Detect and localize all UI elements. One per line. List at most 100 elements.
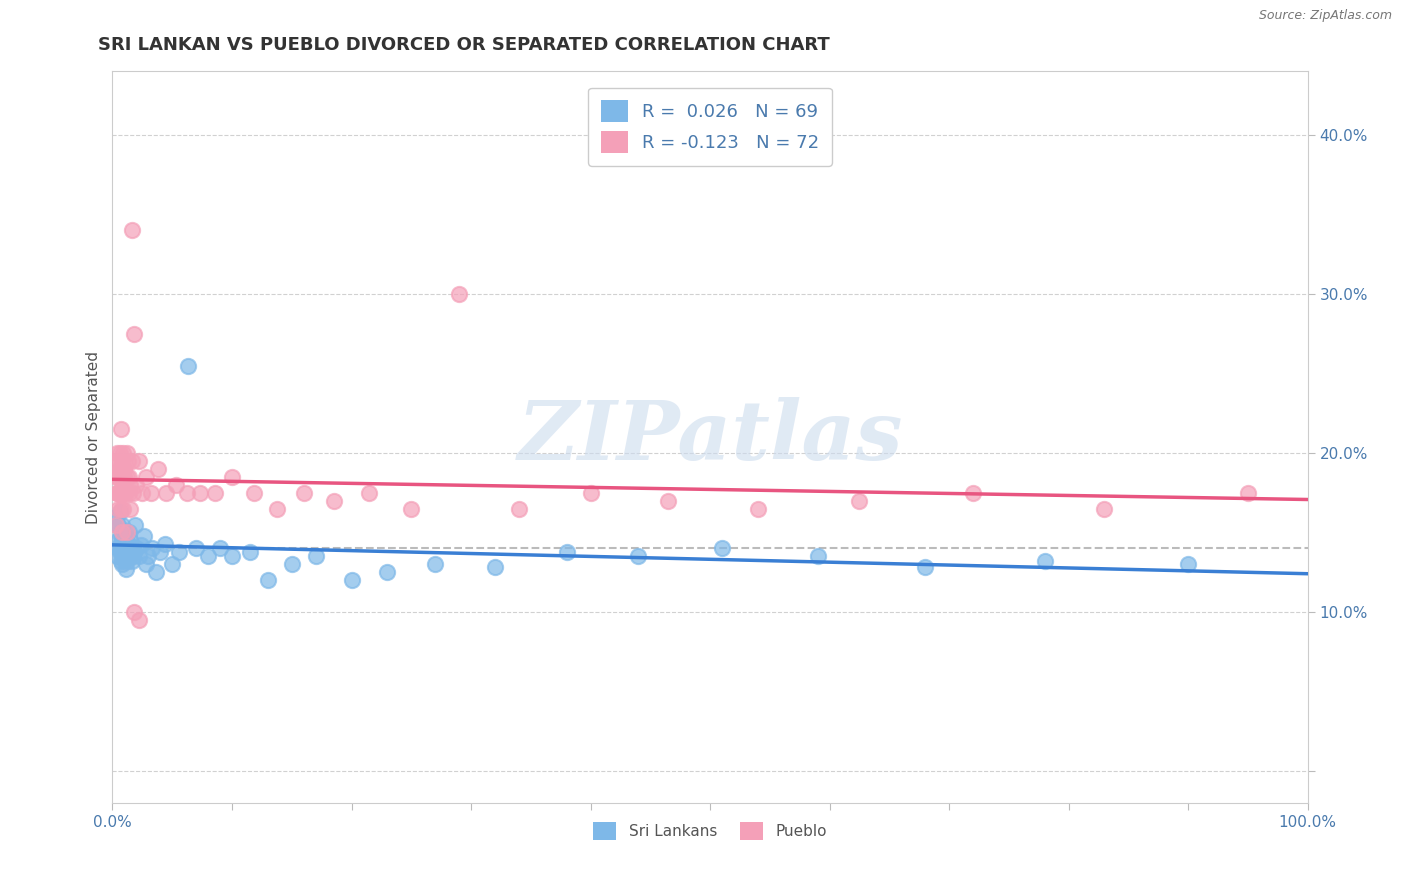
Point <box>221 470 243 484</box>
Point <box>111 525 134 540</box>
Point <box>128 549 150 564</box>
Point <box>128 613 150 627</box>
Point <box>105 485 128 500</box>
Point <box>112 485 135 500</box>
Point <box>110 554 132 568</box>
Point <box>122 605 145 619</box>
Point <box>242 485 264 500</box>
Point <box>112 536 135 550</box>
Point <box>657 493 679 508</box>
Point <box>122 326 145 341</box>
Point <box>107 533 129 548</box>
Point <box>107 470 129 484</box>
Point <box>118 538 141 552</box>
Point <box>425 558 447 572</box>
Point <box>281 558 304 572</box>
Point <box>135 470 157 484</box>
Point <box>377 566 399 580</box>
Point <box>105 517 128 532</box>
Point <box>266 501 288 516</box>
Point <box>110 529 132 543</box>
Point <box>111 462 134 476</box>
Point <box>114 529 135 543</box>
Point <box>484 560 506 574</box>
Point <box>107 485 129 500</box>
Point <box>111 529 134 543</box>
Point <box>107 517 129 532</box>
Point <box>177 359 200 373</box>
Point <box>117 536 139 550</box>
Point <box>139 485 162 500</box>
Point <box>359 485 381 500</box>
Point <box>104 454 127 468</box>
Point <box>115 446 138 460</box>
Point <box>110 485 132 500</box>
Point <box>108 462 131 476</box>
Point <box>121 541 143 556</box>
Point <box>188 485 211 500</box>
Point <box>105 446 128 460</box>
Point <box>111 485 134 500</box>
Point <box>121 223 143 237</box>
Point <box>711 541 734 556</box>
Point <box>110 422 132 436</box>
Point <box>322 493 344 508</box>
Legend: Sri Lankans, Pueblo: Sri Lankans, Pueblo <box>588 815 832 847</box>
Point <box>138 549 160 564</box>
Point <box>105 509 128 524</box>
Point <box>132 529 155 543</box>
Point <box>108 505 131 519</box>
Point <box>115 525 138 540</box>
Point <box>112 501 135 516</box>
Point <box>120 477 142 491</box>
Point <box>962 485 984 500</box>
Point <box>110 501 132 516</box>
Point <box>114 485 135 500</box>
Point <box>118 525 141 540</box>
Point <box>125 541 148 556</box>
Point <box>340 573 363 587</box>
Point <box>221 549 243 564</box>
Point <box>149 544 172 558</box>
Point <box>197 549 219 564</box>
Point <box>110 470 132 484</box>
Point <box>107 541 129 556</box>
Point <box>114 470 135 484</box>
Point <box>121 485 143 500</box>
Point <box>112 538 135 552</box>
Point <box>108 538 131 552</box>
Y-axis label: Divorced or Separated: Divorced or Separated <box>86 351 101 524</box>
Point <box>305 549 328 564</box>
Point <box>125 477 148 491</box>
Point <box>111 558 134 572</box>
Text: ZIPatlas: ZIPatlas <box>517 397 903 477</box>
Point <box>118 485 141 500</box>
Point <box>579 485 602 500</box>
Point <box>111 517 134 532</box>
Point <box>1177 558 1199 572</box>
Point <box>153 536 176 550</box>
Point <box>186 541 208 556</box>
Point <box>114 462 135 476</box>
Point <box>914 560 936 574</box>
Point <box>1033 554 1056 568</box>
Point <box>292 485 315 500</box>
Point <box>447 287 470 301</box>
Point <box>124 517 146 532</box>
Point <box>105 517 128 532</box>
Point <box>112 544 135 558</box>
Point <box>112 470 135 484</box>
Point <box>145 566 167 580</box>
Point <box>162 558 183 572</box>
Point <box>122 544 145 558</box>
Point <box>112 446 135 460</box>
Point <box>239 544 262 558</box>
Point <box>115 554 138 568</box>
Point <box>121 549 143 564</box>
Point <box>141 541 163 556</box>
Point <box>114 485 136 500</box>
Point <box>169 544 191 558</box>
Point <box>108 446 131 460</box>
Point <box>115 470 138 484</box>
Point <box>114 552 135 566</box>
